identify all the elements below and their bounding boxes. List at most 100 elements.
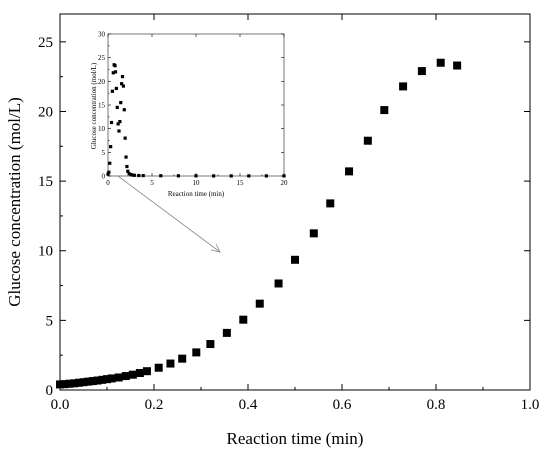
inset-data-point xyxy=(111,71,115,75)
main-data-point xyxy=(239,315,248,324)
main-data-series xyxy=(56,58,462,389)
inset-x-tick-label: 0 xyxy=(106,179,110,187)
inset-x-tick-label: 15 xyxy=(237,179,245,187)
inset-y-axis-title: Glucose concentration (mol/L) xyxy=(90,62,98,149)
main-data-point xyxy=(192,348,201,357)
inset-data-point xyxy=(118,119,122,124)
inset-data-point xyxy=(119,101,123,105)
main-data-point xyxy=(107,374,116,383)
main-y-tick-label: 5 xyxy=(46,313,54,329)
inset-data-point xyxy=(126,169,130,173)
inset-data-point xyxy=(114,86,118,91)
inset-data-point xyxy=(124,155,128,159)
inset-data-point xyxy=(123,136,127,140)
main-y-tick-label: 0 xyxy=(46,383,54,399)
inset-data-point xyxy=(120,82,124,86)
main-data-point xyxy=(222,328,231,337)
inset-data-point xyxy=(229,174,233,178)
inset-data-point xyxy=(106,172,110,176)
inset-data-point xyxy=(115,105,119,109)
main-data-point xyxy=(166,359,175,368)
main-data-point xyxy=(326,199,335,208)
inset-y-tick-label: 15 xyxy=(98,102,106,110)
inset-y-tick-label: 10 xyxy=(98,125,106,133)
main-data-point xyxy=(70,379,79,388)
main-x-tick-label: 0.8 xyxy=(427,397,446,413)
main-data-point xyxy=(309,229,318,238)
main-data-point xyxy=(128,370,137,379)
main-y-tick-label: 25 xyxy=(38,35,53,51)
main-data-point xyxy=(93,376,102,385)
main-y-tick-label: 10 xyxy=(38,244,53,260)
main-x-tick-label: 0.6 xyxy=(333,397,352,413)
inset-data-point xyxy=(117,129,121,133)
inset-data-point xyxy=(116,122,120,126)
inset-y-tick-label: 5 xyxy=(102,149,106,157)
inset-data-point xyxy=(282,174,286,178)
main-data-point xyxy=(98,375,107,384)
inset-x-tick-label: 20 xyxy=(281,179,289,187)
main-data-point xyxy=(399,82,408,91)
main-x-tick-label: 0.0 xyxy=(51,397,70,413)
main-data-point xyxy=(417,67,426,76)
main-data-point xyxy=(291,255,299,264)
main-data-point xyxy=(88,377,97,386)
inset-data-point xyxy=(113,64,117,68)
main-data-point xyxy=(274,279,283,288)
inset-data-point xyxy=(127,172,131,176)
main-axis-ticks: 0.0 0.2 0.4 0.6 0.8 1.0 0 5 10 15 20 25 xyxy=(38,14,539,413)
main-y-tick-label: 15 xyxy=(38,174,53,190)
main-data-point xyxy=(142,367,151,376)
inset-y-tick-label: 0 xyxy=(102,173,106,181)
main-data-point xyxy=(345,167,354,176)
inset-data-point xyxy=(176,174,180,178)
inset-data-point xyxy=(131,173,135,177)
inset-data-point xyxy=(137,173,141,178)
main-data-point xyxy=(255,299,264,308)
inset-data-point xyxy=(264,174,268,178)
main-x-tick-label: 0.2 xyxy=(145,397,164,413)
inset-y-tick-label: 25 xyxy=(98,54,106,62)
main-y-axis-title: Glucose concentration (mol/L) xyxy=(5,97,24,307)
inset-data-point xyxy=(108,161,112,165)
main-data-point xyxy=(60,380,69,389)
inset-data-point xyxy=(125,164,129,169)
main-data-point xyxy=(103,375,111,384)
main-data-point xyxy=(79,378,88,387)
main-data-point xyxy=(135,369,144,378)
inset-x-axis-title: Reaction time (min) xyxy=(168,190,225,198)
inset-data-point xyxy=(107,170,111,174)
inset-data-point xyxy=(109,120,114,125)
inset-data-point xyxy=(113,70,118,74)
main-data-point xyxy=(56,380,64,389)
inset-data-point xyxy=(141,174,145,178)
inset-data-point xyxy=(212,174,216,178)
inset-data-point xyxy=(159,174,163,178)
inset-data-point xyxy=(194,174,198,178)
main-data-point xyxy=(453,61,462,70)
main-data-point xyxy=(114,373,123,382)
main-data-point xyxy=(436,58,445,67)
inset-data-point xyxy=(129,172,133,177)
main-data-point xyxy=(65,379,74,388)
inset-y-tick-label: 20 xyxy=(98,78,106,86)
main-data-point xyxy=(84,377,93,386)
main-data-point xyxy=(363,136,372,145)
main-x-tick-label: 1.0 xyxy=(521,397,540,413)
inset-data-point xyxy=(247,174,251,178)
main-y-tick-label: 20 xyxy=(38,104,53,120)
inset-data-series xyxy=(106,63,286,178)
main-x-axis-title: Reaction time (min) xyxy=(227,429,364,448)
inset-data-point xyxy=(120,75,125,79)
main-data-point xyxy=(154,363,163,372)
main-data-point xyxy=(121,372,130,381)
main-data-point xyxy=(74,378,83,387)
zoom-arrow-head xyxy=(210,243,221,253)
inset-plot-frame xyxy=(107,33,285,177)
inset-y-tick-label: 30 xyxy=(98,31,106,39)
inset-x-tick-label: 10 xyxy=(193,179,201,187)
inset-axis-ticks: 0 5 10 15 20 0 5 10 15 20 25 30 xyxy=(98,31,288,188)
main-data-point xyxy=(206,340,215,349)
inset-data-point xyxy=(122,108,126,112)
